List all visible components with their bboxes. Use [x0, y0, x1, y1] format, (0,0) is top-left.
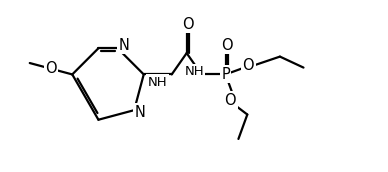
Text: O: O	[45, 61, 57, 76]
Text: N: N	[118, 38, 129, 53]
Text: NH: NH	[148, 76, 168, 89]
Text: O: O	[221, 38, 232, 53]
Text: N: N	[135, 105, 146, 120]
Text: O: O	[182, 17, 194, 32]
Text: NH: NH	[184, 65, 204, 78]
Text: O: O	[225, 93, 236, 108]
Text: O: O	[242, 58, 254, 73]
Text: P: P	[221, 67, 230, 82]
